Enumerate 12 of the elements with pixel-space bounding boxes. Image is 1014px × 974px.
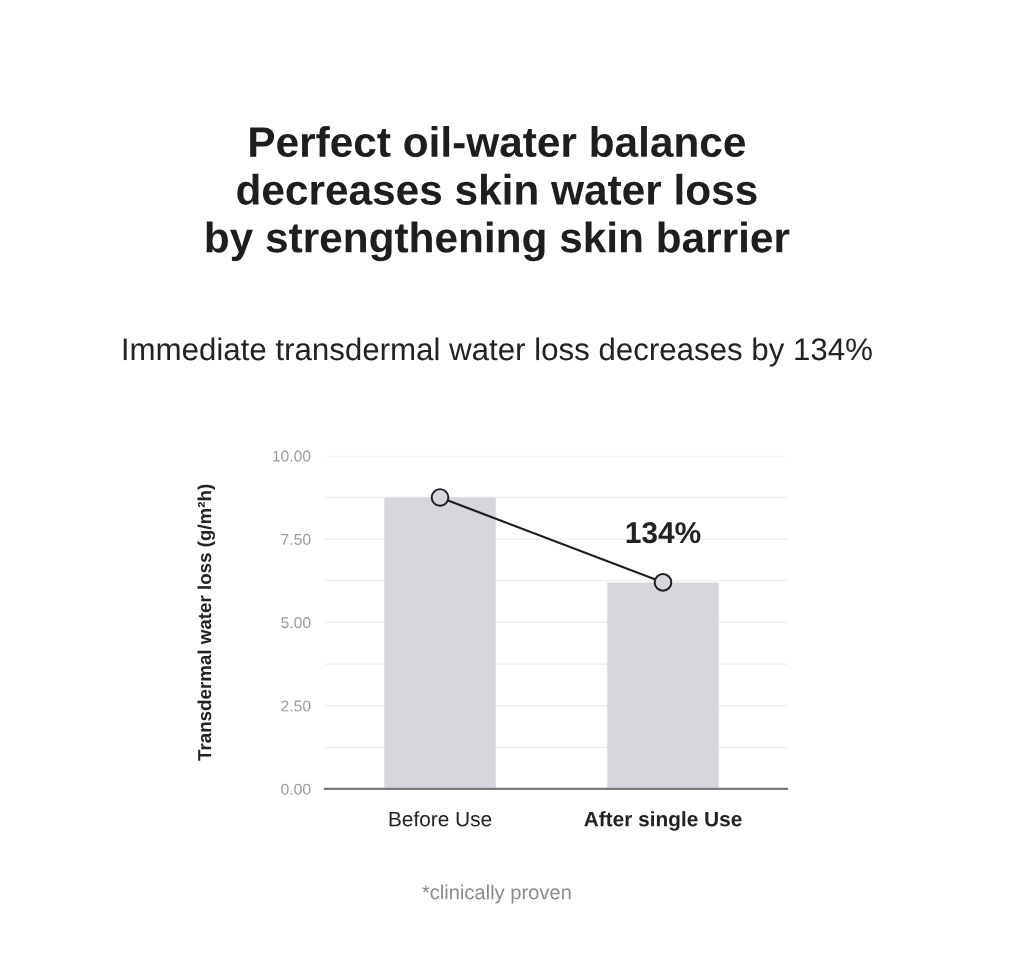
- chart-subtitle: Immediate transdermal water loss decreases by 134%: [123, 337, 872, 367]
- annotation: 134%: [626, 522, 701, 544]
- text: *clinically proven: [422, 884, 571, 904]
- y-axis-title: Transdermal water loss (g/m²h): [197, 484, 216, 761]
- y-tick-label: 5.00: [281, 617, 311, 629]
- chart-title: Perfect oil-water balance decreases skin water loss by strengthening skin barrier: [206, 126, 790, 262]
- y-tick-label: 0.00: [281, 783, 311, 795]
- x-tick-label: After single Use: [584, 811, 742, 831]
- y-tick-label: 2.50: [281, 700, 311, 712]
- x-tick-label: Before Use: [389, 811, 492, 827]
- y-tick-label: 10.00: [273, 450, 311, 462]
- y-tick-label: 7.50: [281, 533, 311, 545]
